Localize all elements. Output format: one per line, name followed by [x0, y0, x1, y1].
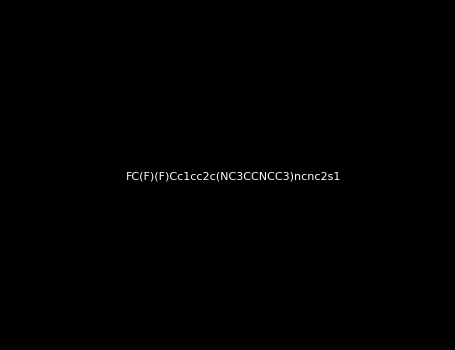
Text: FC(F)(F)Cc1cc2c(NC3CCNCC3)ncnc2s1: FC(F)(F)Cc1cc2c(NC3CCNCC3)ncnc2s1 [126, 172, 341, 182]
